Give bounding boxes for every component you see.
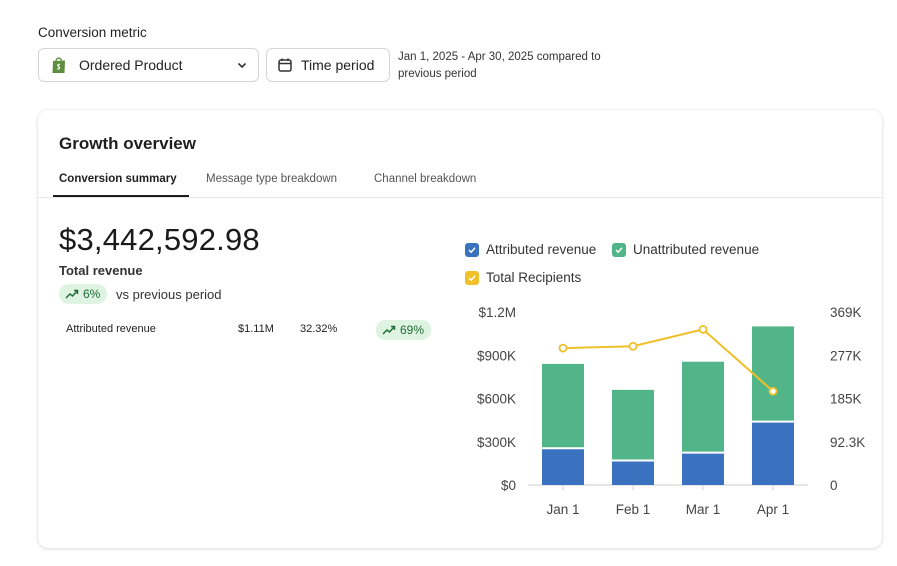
y-right-tick-label: 185K: [830, 392, 862, 407]
shopify-bag-icon: [51, 56, 67, 74]
y-left-tick-label: $900K: [477, 348, 516, 363]
bar-segment: [612, 389, 654, 461]
y-right-tick-label: 92.3K: [830, 435, 865, 450]
bar-segment: [612, 460, 654, 485]
x-tick-label: Feb 1: [616, 502, 651, 517]
y-right-tick-label: 277K: [830, 348, 862, 363]
revenue-chart: $0 $300K $600K $900K $1.2M 0 92.3K 185K 277K 369K…: [477, 305, 865, 517]
bar-segment: [682, 361, 724, 453]
conversion-metric-label: Conversion metric: [38, 25, 147, 40]
check-icon: [612, 242, 626, 257]
tab-bar: Conversion summary Message type breakdow…: [38, 168, 882, 198]
time-period-label: Time period: [301, 57, 375, 73]
calendar-icon: [277, 57, 293, 73]
conversion-metric-dropdown[interactable]: Ordered Product: [38, 48, 259, 82]
bar-segment: [752, 421, 794, 485]
recipients-line: [562, 328, 774, 392]
recipients-point: [628, 341, 638, 351]
conversion-metric-value: Ordered Product: [79, 57, 183, 73]
attributed-change-badge: 69%: [376, 320, 432, 340]
total-revenue-label: Total revenue: [59, 263, 143, 278]
total-revenue-value: $3,442,592.98: [59, 222, 260, 257]
legend-attributed-revenue[interactable]: Attributed revenue: [465, 242, 596, 257]
legend-unattributed-revenue[interactable]: Unattributed revenue: [612, 242, 759, 257]
y-left-tick-label: $600K: [477, 392, 516, 407]
chevron-down-icon: [236, 59, 248, 71]
attributed-revenue-amount: $1.11M: [238, 323, 274, 335]
y-right-tick-label: 0: [830, 478, 838, 493]
bar-segment: [542, 448, 584, 485]
trending-up-icon: [65, 289, 79, 299]
attributed-revenue-share: 32.32%: [300, 323, 338, 335]
active-tab-indicator: [53, 195, 189, 197]
tab-conversion-summary[interactable]: Conversion summary: [59, 173, 177, 185]
trending-up-icon: [382, 325, 396, 335]
attributed-change-value: 69%: [400, 323, 425, 337]
y-left-tick-label: $0: [501, 478, 516, 493]
y-left-tick-label: $300K: [477, 435, 516, 450]
x-tick-label: Mar 1: [686, 502, 721, 517]
legend-label: Total Recipients: [486, 270, 582, 285]
growth-overview-card: Growth overview Conversion summary Messa…: [38, 110, 882, 548]
change-comparison-text: vs previous period: [116, 287, 222, 302]
change-badge: 6%: [59, 284, 108, 304]
tab-channel-breakdown[interactable]: Channel breakdown: [374, 173, 477, 185]
card-title: Growth overview: [59, 134, 196, 153]
bar-segment: [682, 452, 724, 485]
y-left-tick-label: $1.2M: [478, 305, 516, 320]
recipients-point: [698, 324, 708, 334]
check-icon: [465, 270, 479, 285]
change-badge-value: 6%: [83, 287, 101, 301]
time-period-button[interactable]: Time period: [266, 48, 390, 82]
tab-message-type-breakdown[interactable]: Message type breakdown: [206, 173, 338, 185]
legend-label: Unattributed revenue: [633, 242, 760, 257]
legend-label: Attributed revenue: [486, 242, 597, 257]
check-icon: [465, 242, 479, 257]
recipients-point: [768, 386, 778, 396]
recipients-point: [558, 343, 568, 353]
bar-segment: [752, 326, 794, 422]
y-right-tick-label: 369K: [830, 305, 862, 320]
x-tick-label: Jan 1: [546, 502, 579, 517]
bar-segment: [542, 363, 584, 449]
date-range-text: Jan 1, 2025 - Apr 30, 2025 compared to p…: [398, 51, 601, 80]
attributed-revenue-label: Attributed revenue: [66, 323, 156, 335]
legend-total-recipients[interactable]: Total Recipients: [465, 270, 581, 285]
x-tick-label: Apr 1: [757, 502, 789, 517]
